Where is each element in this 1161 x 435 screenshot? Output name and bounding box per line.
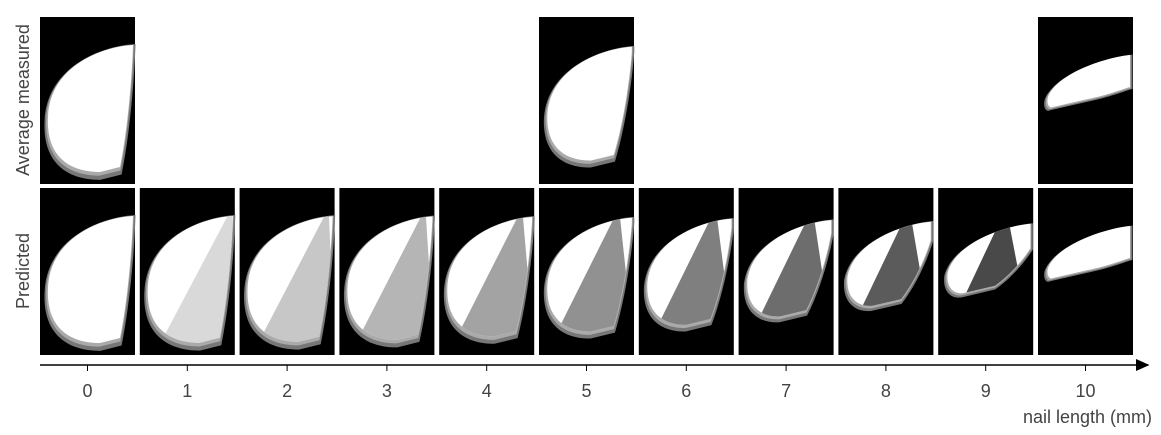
x-axis-label: nail length (mm) [1023, 407, 1152, 427]
nail-shape [1047, 55, 1130, 108]
nail-shading [451, 217, 533, 337]
image-panel [139, 188, 236, 355]
x-tick-label: 10 [1075, 381, 1095, 401]
image-panel [938, 188, 1034, 355]
nail-shading [353, 216, 433, 340]
nail-shading [947, 223, 1031, 294]
row-label: Predicted [13, 233, 33, 309]
image-panel [638, 188, 734, 355]
image-panel [439, 188, 535, 355]
x-tick-label: 0 [82, 381, 92, 401]
x-tick-label: 2 [282, 381, 292, 401]
x-tick-label: 9 [981, 381, 991, 401]
image-panel [239, 188, 336, 355]
nail-shading [255, 216, 333, 342]
nail-shading [647, 218, 732, 325]
image-panel [40, 188, 136, 355]
image-panel [539, 17, 635, 184]
row-label: Average measured [13, 24, 33, 176]
x-tick-label: 4 [482, 381, 492, 401]
nail-shape [47, 45, 133, 172]
image-panel [838, 188, 934, 355]
x-tick-label: 6 [681, 381, 691, 401]
nail-shading [157, 216, 233, 343]
x-tick-label: 1 [182, 381, 192, 401]
nail-shape [1047, 226, 1130, 279]
image-panel [738, 188, 834, 355]
x-tick-label: 5 [581, 381, 591, 401]
x-tick-label: 3 [382, 381, 392, 401]
image-panel [1038, 17, 1133, 184]
nail-shading [847, 221, 931, 306]
image-panel [1038, 188, 1133, 355]
image-panel [339, 188, 435, 355]
x-tick-label: 8 [881, 381, 891, 401]
nail-shape [47, 216, 133, 343]
image-panel [539, 188, 635, 355]
nail-shading [549, 217, 632, 332]
image-panel [40, 17, 136, 184]
nail-shape [547, 46, 632, 161]
x-tick-label: 7 [781, 381, 791, 401]
